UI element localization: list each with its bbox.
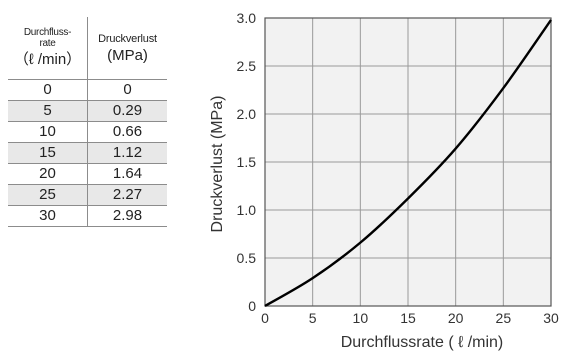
- plot-frame: [264, 17, 552, 307]
- header-pressure-loss-unit: (MPa): [107, 46, 148, 64]
- header-pressure-loss-name: Druckverlust: [98, 32, 157, 45]
- y-tick-label: 0.5: [237, 250, 257, 266]
- x-tick-label: 5: [309, 310, 317, 326]
- table-header-row: Durchfluss- rate （ℓ /min） Druckverlust (…: [8, 17, 167, 80]
- cell-flow-rate: 20: [8, 163, 88, 185]
- header-flow-rate-unit: （ℓ /min）: [13, 51, 82, 68]
- cell-pressure-loss: 1.64: [87, 163, 167, 185]
- x-tick-label: 15: [400, 310, 416, 326]
- x-tick-label: 25: [496, 310, 512, 326]
- header-pressure-loss: Druckverlust (MPa): [87, 17, 167, 80]
- table-row: 30 2.98: [8, 205, 167, 227]
- cell-pressure-loss: 0.29: [87, 100, 167, 122]
- x-tick-label: 30: [543, 310, 559, 326]
- cell-pressure-loss: 2.98: [87, 205, 167, 227]
- cell-flow-rate: 30: [8, 205, 88, 227]
- header-flow-rate: Durchfluss- rate （ℓ /min）: [8, 17, 88, 80]
- cell-flow-rate: 25: [8, 184, 88, 206]
- y-tick-label: 1.0: [237, 202, 257, 218]
- cell-pressure-loss: 0.66: [87, 121, 167, 143]
- y-tick-label: 2.0: [237, 106, 257, 122]
- header-flow-rate-line1: Durchfluss-: [23, 27, 72, 38]
- x-axis-label: Durchflussrate ( ℓ /min): [341, 334, 504, 351]
- y-tick-label: 0: [248, 298, 256, 314]
- data-table: Durchfluss- rate （ℓ /min） Druckverlust (…: [8, 17, 167, 227]
- y-axis-label: Druckverlust (MPa): [209, 96, 226, 233]
- x-tick-label: 0: [261, 310, 269, 326]
- table-row: 25 2.27: [8, 184, 167, 206]
- header-flow-rate-line2: rate: [39, 38, 56, 49]
- y-tick-label: 1.5: [237, 154, 257, 170]
- y-tick-label: 2.5: [237, 58, 257, 74]
- series-line: [264, 19, 552, 308]
- cell-pressure-loss: 1.12: [87, 142, 167, 164]
- x-tick-label: 10: [353, 310, 369, 326]
- y-tick-label: 3.0: [237, 10, 257, 26]
- table-row: 5 0.29: [8, 100, 167, 122]
- cell-pressure-loss: 2.27: [87, 184, 167, 206]
- x-tick-label: 20: [448, 310, 464, 326]
- table-row: 20 1.64: [8, 163, 167, 185]
